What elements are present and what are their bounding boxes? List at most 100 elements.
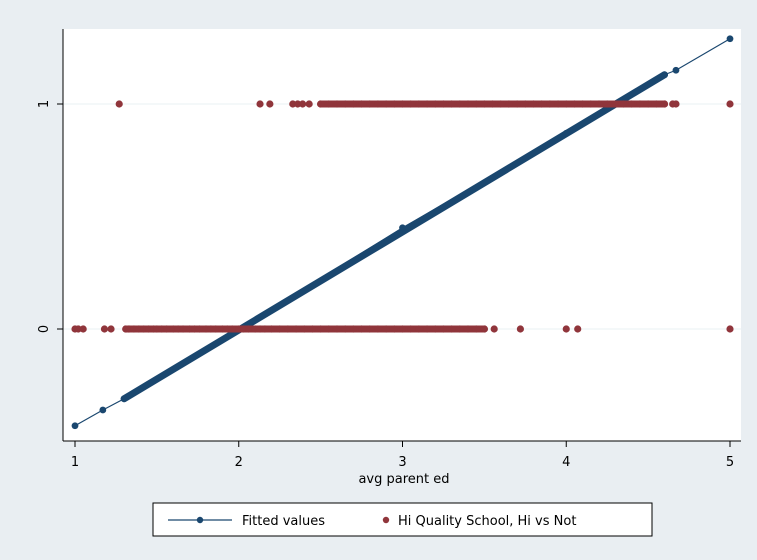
observed-point-y0 xyxy=(374,325,382,333)
observed-point-y0 xyxy=(382,325,390,333)
observed-point-y1 xyxy=(505,100,513,108)
observed-point-y1 xyxy=(398,100,407,108)
observed-point-y1 xyxy=(726,100,734,108)
observed-point-y0 xyxy=(464,325,472,333)
fitted-point xyxy=(399,224,406,232)
observed-point-y1 xyxy=(521,100,529,108)
observed-point-y1 xyxy=(595,100,603,108)
observed-point-y0 xyxy=(317,325,325,333)
observed-point-y0 xyxy=(276,325,284,333)
x-tick-label-5: 5 xyxy=(726,455,734,470)
observed-point-y1 xyxy=(554,100,562,108)
fitted-point xyxy=(71,422,79,430)
observed-point-y1 xyxy=(611,100,619,108)
observed-point-y0 xyxy=(431,325,439,333)
observed-point-y0 xyxy=(107,325,115,333)
observed-point-y1 xyxy=(636,100,644,108)
observed-point-y0 xyxy=(349,325,357,333)
observed-point-y0 xyxy=(261,325,269,333)
observed-point-y1 xyxy=(423,100,431,108)
legend-observed-label: Hi Quality School, Hi vs Not xyxy=(398,514,576,529)
observed-point-y1 xyxy=(513,100,521,108)
fitted-point xyxy=(661,71,668,79)
observed-point-y0 xyxy=(100,325,109,333)
observed-point-y1 xyxy=(538,100,546,108)
observed-point-y1 xyxy=(472,100,480,108)
observed-point-y0 xyxy=(726,325,734,333)
observed-point-y0 xyxy=(325,325,333,333)
observed-point-y1 xyxy=(299,100,307,108)
observed-point-y0 xyxy=(423,325,431,333)
observed-point-y0 xyxy=(516,325,525,333)
observed-point-y0 xyxy=(456,325,464,333)
legend-observed-marker xyxy=(382,516,390,524)
fitted-point xyxy=(99,406,107,414)
x-tick-label-2: 2 xyxy=(235,455,243,470)
observed-point-y0 xyxy=(574,325,582,333)
observed-point-y1 xyxy=(570,100,579,108)
fitted-point xyxy=(562,129,570,137)
observed-point-y0 xyxy=(472,325,480,333)
fitted-point xyxy=(120,395,128,403)
observed-point-y0 xyxy=(179,325,187,333)
observed-point-y1 xyxy=(341,100,349,108)
observed-point-y1 xyxy=(488,100,497,108)
observed-point-y0 xyxy=(341,325,349,333)
observed-point-y0 xyxy=(415,325,423,333)
fitted-point xyxy=(672,66,680,74)
observed-point-y0 xyxy=(284,325,292,333)
x-tick-label-4: 4 xyxy=(562,455,570,470)
observed-point-y1 xyxy=(480,100,488,108)
observed-point-y0 xyxy=(292,325,300,333)
observed-point-y0 xyxy=(300,325,308,333)
observed-point-y1 xyxy=(587,100,595,108)
observed-point-y0 xyxy=(228,325,236,333)
axes: 0 1 1 2 3 4 5 xyxy=(37,29,741,470)
observed-point-y0 xyxy=(398,325,407,333)
observed-point-y0 xyxy=(448,325,456,333)
observed-point-y1 xyxy=(672,100,680,108)
observed-point-y1 xyxy=(256,100,264,108)
observed-point-y1 xyxy=(464,100,472,108)
observed-point-y1 xyxy=(652,100,660,108)
observed-point-y0 xyxy=(244,325,253,333)
observed-point-y0 xyxy=(390,325,398,333)
legend-fitted-label: Fitted values xyxy=(242,514,325,529)
observed-point-y1 xyxy=(382,100,390,108)
observed-point-y0 xyxy=(308,325,317,333)
observed-point-y1 xyxy=(546,100,554,108)
observed-point-y1 xyxy=(305,100,313,108)
observed-point-y1 xyxy=(562,100,570,108)
observed-point-y0 xyxy=(333,325,341,333)
observed-point-y1 xyxy=(431,100,439,108)
observed-point-y1 xyxy=(619,100,628,108)
observed-point-y0 xyxy=(357,325,366,333)
observed-point-y0 xyxy=(267,325,276,333)
observed-point-y1 xyxy=(390,100,398,108)
observed-point-y0 xyxy=(407,325,415,333)
observed-point-y1 xyxy=(660,100,669,108)
y-tick-label-1: 1 xyxy=(37,100,52,108)
observed-series xyxy=(71,100,734,333)
observed-point-y1 xyxy=(333,100,341,108)
observed-point-y0 xyxy=(480,325,488,333)
observed-point-y1 xyxy=(579,100,587,108)
observed-point-y1 xyxy=(357,100,366,108)
x-tick-label-1: 1 xyxy=(71,455,79,470)
observed-point-y0 xyxy=(439,325,448,333)
observed-point-y1 xyxy=(325,100,333,108)
observed-point-y0 xyxy=(490,325,498,333)
observed-point-y1 xyxy=(628,100,636,108)
observed-point-y0 xyxy=(212,325,220,333)
observed-point-y1 xyxy=(497,100,505,108)
y-tick-label-0: 0 xyxy=(37,325,52,333)
observed-point-y1 xyxy=(415,100,423,108)
observed-point-y0 xyxy=(163,325,171,333)
x-tick-label-3: 3 xyxy=(398,455,406,470)
observed-point-y0 xyxy=(195,325,204,333)
observed-point-y0 xyxy=(366,325,374,333)
observed-point-y1 xyxy=(115,100,123,108)
observed-point-y1 xyxy=(448,100,456,108)
